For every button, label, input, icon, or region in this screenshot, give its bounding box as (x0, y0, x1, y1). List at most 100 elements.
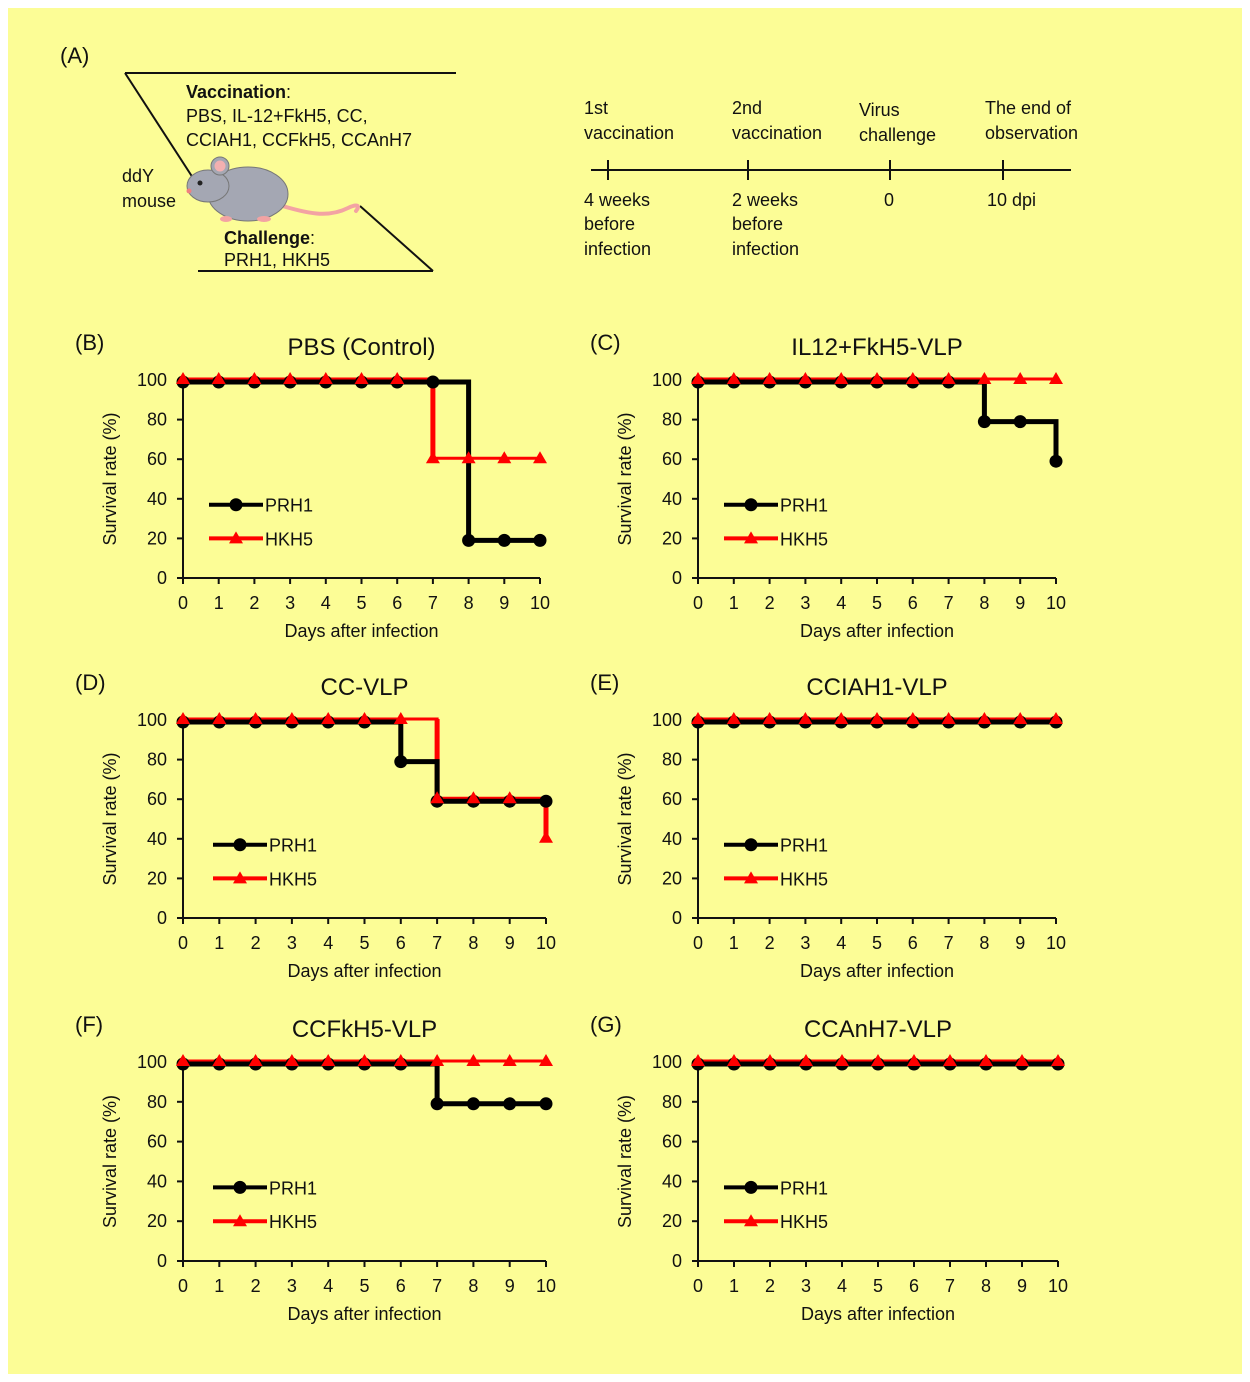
x-tick-label: 6 (908, 593, 918, 613)
y-tick-label: 20 (662, 528, 682, 548)
chart-d: (D) CC-VLP 0 20 40 60 80 100 0 1 2 3 4 5 6 7 8 9 10 Days af… (75, 670, 556, 981)
legend-swatch-marker (233, 871, 247, 884)
data-point (943, 1054, 957, 1066)
data-point (284, 1054, 299, 1066)
panel-label: (D) (75, 670, 106, 695)
legend-label: PRH1 (780, 836, 828, 856)
x-tick-label: 0 (178, 1276, 188, 1296)
data-point (834, 372, 849, 384)
x-tick-label: 7 (432, 1276, 442, 1296)
y-tick-label: 40 (147, 1171, 167, 1191)
x-tick-label: 5 (873, 1276, 883, 1296)
x-tick-label: 3 (800, 933, 810, 953)
x-tick-label: 8 (979, 593, 989, 613)
data-point (354, 372, 369, 384)
x-tick-label: 6 (396, 1276, 406, 1296)
legend-label: PRH1 (269, 1178, 317, 1198)
y-tick-label: 80 (662, 750, 682, 770)
legend-label: HKH5 (265, 529, 313, 549)
markers-hkh5 (176, 372, 547, 464)
x-tick-label: 3 (287, 1276, 297, 1296)
y-tick-label: 100 (652, 370, 682, 390)
x-axis-label: Days after infection (287, 1304, 441, 1324)
data-point (1049, 712, 1063, 724)
x-tick-label: 5 (359, 1276, 369, 1296)
legend: PRH1 HKH5 (213, 836, 317, 889)
figure-canvas: (A) Vaccination: PBS, IL-12+FkH5, CC, CC… (60, 43, 1078, 1324)
markers-hkh5 (691, 712, 1063, 724)
chart-title: CCFkH5-VLP (292, 1016, 437, 1043)
data-point (212, 1054, 227, 1066)
x-tick-label: 9 (1015, 593, 1025, 613)
y-axis-label: Survival rate (%) (615, 412, 635, 545)
chart-title: CCIAH1-VLP (806, 674, 947, 701)
timeline-event-4: The end of observation 10 dpi (985, 98, 1078, 210)
timeline-event-2-bottom-3: infection (732, 239, 799, 259)
challenge-heading: Challenge: (224, 228, 315, 248)
data-point (248, 712, 263, 724)
data-point (835, 1054, 849, 1066)
chart-title: CC-VLP (320, 674, 408, 701)
legend-item-hkh5: HKH5 (213, 869, 317, 889)
legend: PRH1 HKH5 (209, 496, 313, 549)
x-tick-label: 4 (323, 933, 333, 953)
data-point (762, 712, 777, 724)
legend: PRH1 HKH5 (213, 1178, 317, 1232)
data-point (393, 712, 408, 724)
data-point (1013, 372, 1028, 384)
y-tick-label: 80 (662, 410, 682, 430)
x-tick-label: 4 (836, 593, 846, 613)
legend-swatch-marker (233, 838, 247, 852)
data-point (466, 791, 481, 804)
x-tick-label: 1 (729, 933, 739, 953)
timeline-event-1-bottom-1: 4 weeks (584, 190, 650, 210)
timeline-event-4-bottom-1: 10 dpi (987, 190, 1036, 210)
legend-label: HKH5 (780, 529, 828, 549)
data-point (691, 372, 705, 384)
series-hkh5 (183, 377, 540, 460)
data-point (977, 415, 991, 429)
x-axis-label: Days after infection (800, 621, 954, 641)
data-point (870, 372, 884, 384)
data-point (430, 1097, 444, 1111)
data-point (426, 375, 440, 389)
data-point (905, 372, 920, 384)
y-tick-label: 100 (137, 1052, 167, 1072)
data-point (941, 712, 956, 724)
timeline-event-2: 2nd vaccination 2 weeks before infection (732, 98, 822, 259)
x-tick-label: 2 (765, 933, 775, 953)
x-tick-label: 0 (693, 593, 703, 613)
x-tick-label: 9 (1017, 1276, 1027, 1296)
x-tick-label: 0 (178, 933, 188, 953)
x-tick-label: 4 (837, 1276, 847, 1296)
x-tick-label: 10 (1048, 1276, 1068, 1296)
chart-f: (F) CCFkH5-VLP 0 20 40 60 80 100 0 1 2 3 4 5 6 7 8 9 10 Day… (75, 1012, 556, 1324)
legend-label: PRH1 (269, 836, 317, 856)
x-tick-label: 2 (249, 593, 259, 613)
vaccination-line-1: PBS, IL-12+FkH5, CC, (186, 106, 368, 126)
vaccination-line-2: CCIAH1, CCFkH5, CCAnH7 (186, 130, 412, 150)
y-tick-label: 60 (662, 449, 682, 469)
data-point (425, 451, 440, 464)
legend-label: PRH1 (265, 496, 313, 516)
data-point (176, 372, 190, 384)
legend-item-prh1: PRH1 (724, 496, 828, 516)
y-axis-label: Survival rate (%) (100, 752, 120, 885)
y-tick-label: 60 (147, 789, 167, 809)
x-tick-label: 10 (1046, 933, 1066, 953)
x-tick-label: 9 (505, 933, 515, 953)
x-tick-label: 5 (356, 593, 366, 613)
legend-label: HKH5 (269, 1212, 317, 1232)
legend-label: PRH1 (780, 496, 828, 516)
y-tick-label: 100 (137, 370, 167, 390)
x-tick-label: 2 (765, 1276, 775, 1296)
y-tick-label: 0 (672, 1251, 682, 1271)
y-tick-label: 60 (147, 449, 167, 469)
x-tick-label: 3 (800, 593, 810, 613)
x-tick-label: 8 (468, 933, 478, 953)
data-point (727, 1054, 741, 1066)
y-tick-label: 80 (147, 1092, 167, 1112)
data-point (176, 712, 190, 724)
chart-title: IL12+FkH5-VLP (791, 334, 962, 361)
data-point (539, 794, 553, 808)
